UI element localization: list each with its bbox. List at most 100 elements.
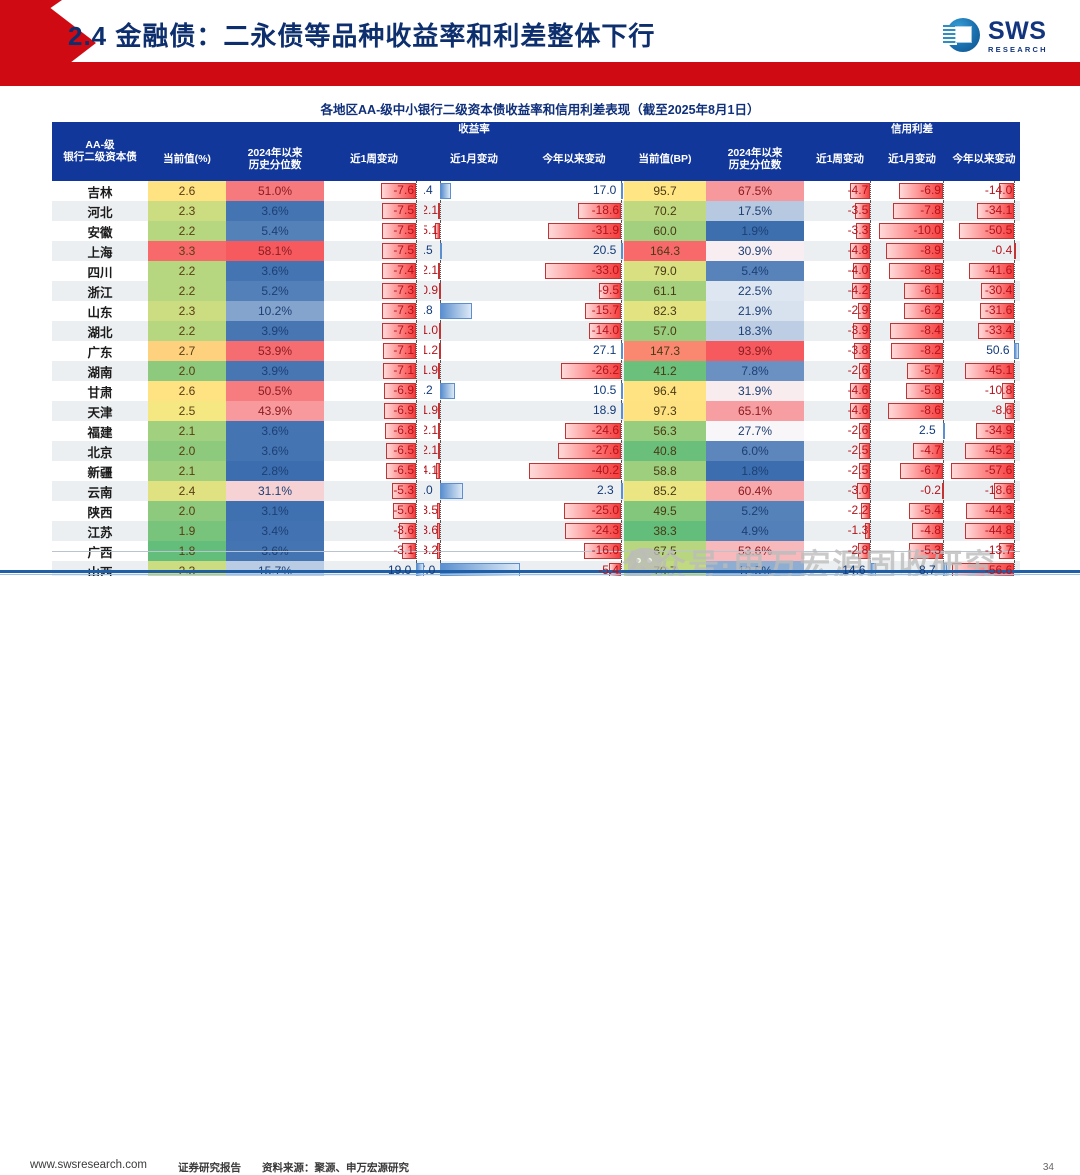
databar-axis — [1014, 421, 1016, 441]
databar — [384, 403, 416, 419]
databar — [864, 523, 871, 539]
table-cell-spread_m1: -10.0 — [876, 221, 948, 241]
table-cell-spread_m1: -8.4 — [876, 321, 948, 341]
table-cell-spread-current: 70.2 — [624, 201, 706, 221]
table-cell-spread_m1: -6.1 — [876, 281, 948, 301]
cell-value: -30.4 — [984, 283, 1013, 297]
databar-axis — [870, 181, 872, 201]
header-corner: AA-级 银行二级资本债 — [52, 122, 148, 181]
table-cell-yield_ytd: -18.6 — [524, 201, 624, 221]
page-title: 2.4 金融债：二永债等品种收益率和利差整体下行 — [68, 21, 656, 51]
cell-value: 17.0 — [424, 563, 436, 577]
table-cell-spread-percentile: 27.7% — [706, 421, 804, 441]
header-pct-spread: 2024年以来 历史分位数 — [706, 137, 804, 181]
table-cell-yield_w1: -6.9 — [324, 381, 424, 401]
databar — [440, 383, 456, 399]
cell-value: -4.0 — [847, 263, 869, 277]
table-cell-spread_w1: -1.3 — [804, 521, 876, 541]
cell-value: -34.1 — [984, 203, 1013, 217]
databar-axis — [621, 281, 623, 301]
databar — [440, 303, 472, 319]
table-cell-spread_w1: -2.9 — [804, 301, 876, 321]
databar — [440, 483, 464, 499]
cell-value: -45.1 — [984, 363, 1013, 377]
databar-axis — [416, 481, 418, 501]
cell-value: -4.7 — [847, 183, 869, 197]
databar — [850, 383, 871, 399]
table-cell-spread_w1: -3.8 — [804, 341, 876, 361]
databar — [382, 323, 416, 339]
cell-value: -7.3 — [393, 283, 414, 297]
table-cell-spread_m1: -6.7 — [876, 461, 948, 481]
cell-value: 0.5 — [424, 243, 433, 257]
table-cell-yield_ytd: 20.5 — [524, 241, 624, 261]
table-cell-region: 福建 — [52, 421, 148, 441]
table-cell-yield-current: 2.0 — [148, 501, 226, 521]
databar-axis — [440, 361, 442, 381]
table-cell-spread-percentile: 31.9% — [706, 381, 804, 401]
sws-logo-mark-icon — [942, 16, 982, 56]
table-cell-spread-current: 95.7 — [624, 181, 706, 201]
databar-axis — [870, 521, 872, 541]
databar — [879, 223, 943, 239]
table-cell-spread_w1: -3.3 — [804, 221, 876, 241]
sws-logo-text: SWS — [988, 16, 1047, 45]
databar-axis — [942, 201, 945, 221]
cell-value: -27.6 — [591, 443, 619, 457]
cell-value: -5.4 — [598, 563, 619, 577]
table-cell-yield-percentile: 58.1% — [226, 241, 324, 261]
footer-url[interactable]: www.swsresearch.com — [30, 1159, 147, 1171]
table-row: 陕西2.03.1% -5.0 -3.5 -25.0 49.55.2% -2.2 -5.4 -4… — [52, 501, 1020, 521]
header-corner-line2: 银行二级资本债 — [63, 151, 137, 163]
table-row: 福建2.13.6% -6.8 -2.1 -24.6 56.327.7% -2.6 2.5 -3… — [52, 421, 1020, 441]
databar-axis — [942, 241, 945, 261]
databar-axis — [870, 501, 872, 521]
databar — [859, 463, 871, 479]
table-cell-yield_m1: 2.4 — [424, 181, 524, 201]
cell-value: -31.9 — [591, 223, 619, 237]
table-cell-spread_ytd: -30.4 — [948, 281, 1020, 301]
databar-axis — [621, 201, 623, 221]
databar-axis — [870, 241, 872, 261]
table-cell-spread-percentile: 21.9% — [706, 301, 804, 321]
databar-axis — [416, 461, 418, 481]
table-cell-spread_m1: -8.2 — [876, 341, 948, 361]
table-cell-yield-percentile: 3.6% — [226, 441, 324, 461]
table-cell-yield_m1: -0.9 — [424, 281, 524, 301]
databar-axis — [416, 341, 418, 361]
cell-value: -33.4 — [984, 323, 1013, 337]
table-cell-spread-percentile: 30.9% — [706, 241, 804, 261]
table-cell-spread_ytd: -50.5 — [948, 221, 1020, 241]
databar — [599, 283, 621, 299]
cell-value: -0.9 — [424, 283, 438, 297]
header-m1-spread: 近1月变动 — [876, 137, 948, 181]
table-cell-spread-percentile: 17.5% — [706, 201, 804, 221]
databar — [436, 523, 440, 539]
table-cell-spread_m1: -8.6 — [876, 401, 948, 421]
table-cell-spread-percentile: 1.8% — [706, 461, 804, 481]
header-w1-yield: 近1周变动 — [324, 137, 424, 181]
databar — [621, 483, 623, 499]
table-cell-region: 上海 — [52, 241, 148, 261]
cell-value: -9.5 — [598, 283, 619, 297]
cell-value: 6.8 — [424, 303, 433, 317]
table-cell-spread_ytd: -14.0 — [948, 181, 1020, 201]
databar — [440, 183, 452, 199]
table-cell-region: 广东 — [52, 341, 148, 361]
table-cell-spread-current: 58.8 — [624, 461, 706, 481]
databar — [382, 303, 416, 319]
table-cell-yield_m1: -1.2 — [424, 341, 524, 361]
table-cell-spread_ytd: -8.6 — [948, 401, 1020, 421]
table-cell-spread-percentile: 1.9% — [706, 221, 804, 241]
databar-axis — [870, 461, 872, 481]
table-cell-yield-current: 2.6 — [148, 181, 226, 201]
databar-axis — [870, 321, 872, 341]
table-cell-yield-current: 2.2 — [148, 261, 226, 281]
cell-value: -16.0 — [591, 543, 619, 557]
table-cell-yield-current: 3.3 — [148, 241, 226, 261]
databar — [856, 223, 871, 239]
cell-value: -4.1 — [424, 463, 438, 477]
databar — [391, 483, 416, 499]
databar — [621, 403, 623, 419]
databar-axis — [942, 221, 945, 241]
